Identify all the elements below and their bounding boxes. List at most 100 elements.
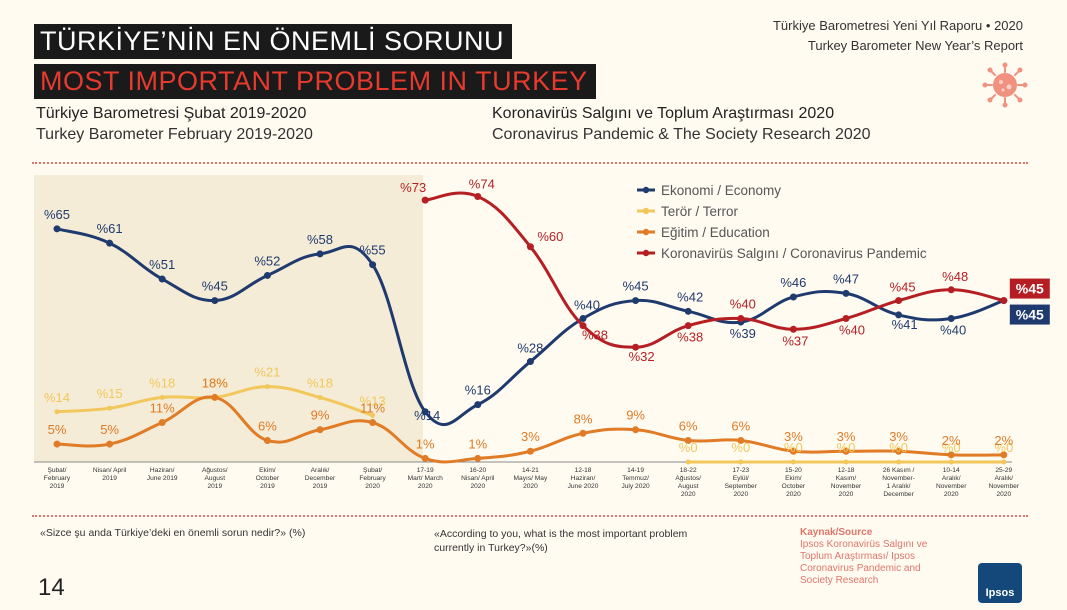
data-point-terror xyxy=(264,384,270,390)
data-point-education xyxy=(842,447,850,455)
x-tick-label: Nisan/ April 2019 xyxy=(93,467,127,482)
data-point-education xyxy=(895,447,903,455)
x-tick-label: 26 Kasım / November-1 Aralık/December xyxy=(882,467,915,498)
data-label-terror: %0 xyxy=(679,440,698,455)
data-label-corona: %45 xyxy=(890,280,916,295)
x-tick-label: 25-29 Aralık/November 2020 xyxy=(989,467,1020,498)
data-label-corona: %48 xyxy=(942,269,968,284)
data-label-corona: %40 xyxy=(730,297,756,312)
pre-pandemic-shaded-area xyxy=(34,175,423,462)
data-label-economy: %61 xyxy=(97,221,123,236)
data-point-terror xyxy=(948,459,954,465)
x-tick-label: 15-20 Ekim/October 2020 xyxy=(782,467,806,498)
data-label-economy: %39 xyxy=(730,326,756,341)
data-point-economy xyxy=(369,261,377,269)
data-point-corona xyxy=(1000,297,1008,305)
data-point-terror xyxy=(54,409,60,415)
data-label-economy: %40 xyxy=(574,298,600,313)
source-text: Ipsos Koronavirüs Salgını ve Toplum Araş… xyxy=(800,539,928,586)
data-label-corona: %60 xyxy=(537,229,563,244)
title-english: MOST IMPORTANT PROBLEM IN TURKEY xyxy=(34,64,596,99)
data-label-education: 1% xyxy=(468,436,487,451)
data-point-education xyxy=(1000,451,1008,459)
data-point-corona xyxy=(684,322,692,330)
data-label-corona: %32 xyxy=(629,349,655,364)
final-value-economy: %45 xyxy=(1016,307,1044,323)
data-label-terror: %13 xyxy=(360,393,386,408)
page-number: 14 xyxy=(38,574,65,601)
data-point-terror xyxy=(685,459,691,465)
subtitle-right-english: Coronavirus Pandemic & The Society Resea… xyxy=(492,126,871,143)
data-point-economy xyxy=(53,225,61,233)
data-point-education xyxy=(947,451,955,459)
data-point-economy xyxy=(842,289,850,297)
data-point-terror xyxy=(370,412,376,418)
data-label-education: 6% xyxy=(731,418,750,433)
data-point-corona xyxy=(421,196,429,204)
data-point-education xyxy=(369,419,377,427)
data-label-terror: %0 xyxy=(837,440,856,455)
data-point-corona xyxy=(737,315,745,322)
legend-marker-education xyxy=(642,228,650,236)
data-label-economy: %40 xyxy=(940,323,966,338)
data-label-economy: %45 xyxy=(623,279,649,294)
data-label-economy: %45 xyxy=(202,279,228,294)
data-label-education: 3% xyxy=(837,429,856,444)
report-title-english: Turkey Barometer New Year’s Report xyxy=(807,38,1023,53)
data-point-economy xyxy=(526,358,534,366)
data-label-economy: %65 xyxy=(44,207,70,222)
data-point-corona xyxy=(474,193,482,201)
data-point-corona xyxy=(895,297,903,305)
data-point-economy xyxy=(895,311,903,319)
data-label-corona: %73 xyxy=(400,180,426,195)
x-tick-label: 10-14 Aralık/November 2020 xyxy=(936,467,967,498)
data-point-education xyxy=(211,393,219,401)
legend-marker-terror xyxy=(642,207,650,215)
report-title-turkish: Türkiye Barometresi Yeni Yıl Raporu • 20… xyxy=(772,18,1023,33)
data-label-education: 2% xyxy=(994,433,1013,448)
data-label-economy: %28 xyxy=(517,341,543,356)
data-label-terror: %0 xyxy=(994,440,1013,455)
data-label-terror: %14 xyxy=(44,390,70,405)
x-tick-label: 16-20 Nisan/ April 2020 xyxy=(461,467,495,490)
data-point-economy xyxy=(474,401,482,409)
data-label-economy: %42 xyxy=(677,289,703,304)
data-label-terror: %0 xyxy=(889,440,908,455)
data-point-economy xyxy=(579,315,587,322)
data-label-terror: %18 xyxy=(149,375,175,390)
x-tick-label: Ağustos/August 2019 xyxy=(202,467,228,490)
question-english: «According to you, what is the most impo… xyxy=(434,528,688,554)
x-tick-label: 17-23 Eylül/September 2020 xyxy=(725,467,758,498)
data-point-terror xyxy=(790,459,796,465)
x-tick-label: Haziran/June 2019 xyxy=(147,467,178,482)
data-label-terror: %0 xyxy=(784,440,803,455)
data-point-economy xyxy=(421,408,429,416)
data-label-education: 9% xyxy=(311,408,330,423)
data-point-education xyxy=(421,454,429,462)
data-point-education xyxy=(632,426,640,434)
data-point-education xyxy=(684,436,692,444)
data-point-education xyxy=(106,440,114,448)
legend-label-economy: Ekonomi / Economy xyxy=(661,183,781,198)
data-label-education: 6% xyxy=(258,418,277,433)
data-point-education xyxy=(158,419,166,427)
data-point-corona xyxy=(579,322,587,330)
data-point-economy xyxy=(632,297,640,305)
data-label-corona: %74 xyxy=(469,177,495,192)
question-turkish: «Sizce şu anda Türkiye’deki en önemli so… xyxy=(40,527,306,539)
data-point-education xyxy=(737,436,745,444)
data-label-corona: %38 xyxy=(582,328,608,343)
data-label-economy: %58 xyxy=(307,232,333,247)
divider-top xyxy=(32,162,1028,164)
data-label-corona: %38 xyxy=(677,330,703,345)
data-point-education xyxy=(789,447,797,455)
final-value-box-economy xyxy=(1009,304,1050,325)
data-point-corona xyxy=(842,315,850,322)
x-tick-label: Aralık/December 2019 xyxy=(305,467,336,490)
data-point-education xyxy=(579,429,587,437)
data-label-terror: %18 xyxy=(307,375,333,390)
data-point-corona xyxy=(789,325,797,333)
data-label-education: 1% xyxy=(416,436,435,451)
data-point-economy xyxy=(263,271,271,279)
